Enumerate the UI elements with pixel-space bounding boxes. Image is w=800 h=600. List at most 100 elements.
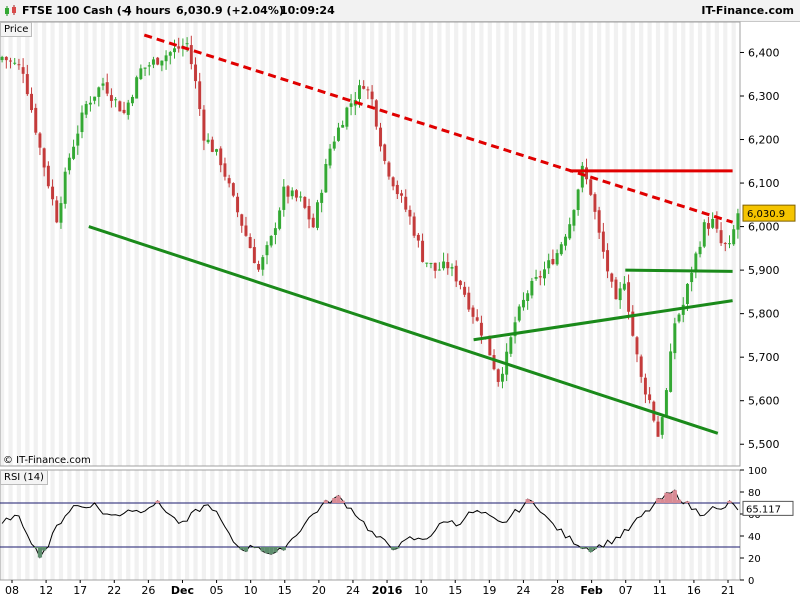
price-candle-body bbox=[723, 243, 727, 245]
price-background-band bbox=[655, 22, 661, 466]
price-candle-body bbox=[711, 218, 715, 228]
price-candle-body bbox=[517, 306, 521, 321]
price-candle-body bbox=[648, 394, 652, 401]
rsi-background-band bbox=[67, 470, 72, 580]
price-candle-body bbox=[437, 269, 441, 271]
rsi-background-band bbox=[353, 470, 358, 580]
instrument-name: FTSE 100 Cash (-) bbox=[22, 4, 132, 17]
price-background-band bbox=[100, 22, 106, 466]
price-background-band bbox=[0, 22, 5, 466]
rsi-background-band bbox=[285, 470, 291, 580]
price-background-band bbox=[336, 22, 341, 466]
price-candle-body bbox=[151, 59, 155, 65]
price-candle-body bbox=[639, 356, 643, 377]
price-background-band bbox=[311, 22, 316, 466]
rsi-background-band bbox=[664, 470, 669, 580]
rsi-background-band bbox=[723, 470, 728, 580]
price-background-band bbox=[403, 22, 408, 466]
rsi-background-band bbox=[470, 470, 476, 580]
price-candle-body bbox=[156, 57, 160, 65]
price-candle-body bbox=[660, 417, 664, 435]
price-candle-body bbox=[17, 64, 21, 66]
price-background-band bbox=[454, 22, 459, 466]
last-price-label: 6,030.9 bbox=[747, 209, 785, 220]
price-candle-body bbox=[273, 228, 277, 235]
price-background-band bbox=[538, 22, 543, 466]
price-panel-label: Price bbox=[0, 22, 33, 37]
price-candle-body bbox=[299, 196, 303, 198]
x-axis-label: 24 bbox=[346, 584, 360, 597]
x-axis-label: 16 bbox=[687, 584, 701, 597]
rsi-background-band bbox=[16, 470, 22, 580]
price-background-band bbox=[504, 22, 509, 466]
x-axis-label: 20 bbox=[312, 584, 326, 597]
price-background-band bbox=[487, 22, 492, 466]
rsi-background-band bbox=[327, 470, 333, 580]
rsi-background-band bbox=[185, 470, 190, 580]
rsi-background-band bbox=[117, 470, 122, 580]
rsi-background-band bbox=[134, 470, 139, 580]
rsi-background-band bbox=[277, 470, 282, 580]
price-background-band bbox=[546, 22, 551, 466]
price-background-band bbox=[193, 22, 198, 466]
price-candle-body bbox=[442, 261, 446, 269]
x-axis-label: 17 bbox=[73, 584, 87, 597]
rsi-background-band bbox=[462, 470, 467, 580]
rsi-background-band bbox=[344, 470, 349, 580]
price-background-band bbox=[344, 22, 349, 466]
rsi-background-band bbox=[58, 470, 64, 580]
rsi-y-tick-label: 20 bbox=[748, 554, 761, 565]
copyright-label: © IT-Finance.com bbox=[3, 455, 91, 466]
price-candle-body bbox=[294, 190, 298, 198]
price-candle-body bbox=[383, 144, 387, 161]
rsi-background-band bbox=[622, 470, 627, 580]
price-candle-body bbox=[307, 205, 311, 220]
price-background-band bbox=[260, 22, 265, 466]
price-candle-body bbox=[677, 314, 681, 322]
price-candle-body bbox=[492, 355, 496, 370]
rsi-background-band bbox=[597, 470, 602, 580]
price-candle-body bbox=[328, 148, 332, 166]
rsi-background-band bbox=[512, 470, 518, 580]
price-candle-body bbox=[173, 48, 176, 53]
price-candle-body bbox=[114, 99, 118, 101]
price-background-band bbox=[218, 22, 223, 466]
price-background-band bbox=[302, 22, 307, 466]
rsi-background-band bbox=[8, 470, 13, 580]
price-candle-body bbox=[93, 96, 97, 101]
price-background-band bbox=[126, 22, 131, 466]
price-candle-body bbox=[67, 157, 71, 171]
chart-header: FTSE 100 Cash (-) 4 hours 6,030.9 (+2.04… bbox=[0, 0, 800, 22]
price-candle-body bbox=[257, 264, 261, 270]
rsi-background-band bbox=[378, 470, 383, 580]
price-candle-body bbox=[210, 139, 214, 152]
price-candle-body bbox=[719, 230, 723, 244]
price-candle-body bbox=[42, 148, 46, 168]
rsi-background-band bbox=[142, 470, 148, 580]
x-axis-label: 21 bbox=[721, 584, 735, 597]
rsi-background-band bbox=[84, 470, 89, 580]
price-candle-body bbox=[572, 210, 576, 226]
price-candle-body bbox=[479, 322, 483, 336]
price-y-tick-label: 5,700 bbox=[748, 351, 780, 364]
price-candle-body bbox=[601, 231, 605, 252]
price-candle-body bbox=[97, 87, 101, 97]
price-candle-body bbox=[690, 272, 694, 283]
price-candle-body bbox=[320, 192, 324, 203]
rsi-value-label: 65.117 bbox=[746, 504, 781, 515]
price-candle-body bbox=[358, 85, 361, 99]
rsi-background-band bbox=[50, 470, 55, 580]
price-candle-body bbox=[475, 317, 479, 321]
price-background-band bbox=[445, 22, 450, 466]
rsi-background-band bbox=[361, 470, 366, 580]
price-y-tick-label: 6,200 bbox=[748, 134, 780, 147]
price-candle-body bbox=[34, 107, 38, 133]
price-candle-body bbox=[315, 202, 319, 228]
price-background-band bbox=[117, 22, 122, 466]
price-candle-body bbox=[698, 246, 702, 255]
x-axis-label: 10 bbox=[244, 584, 258, 597]
price-candle-body bbox=[513, 322, 517, 337]
price-candle-body bbox=[105, 82, 109, 94]
price-candle-body bbox=[332, 141, 336, 149]
price-background-band bbox=[555, 22, 560, 466]
